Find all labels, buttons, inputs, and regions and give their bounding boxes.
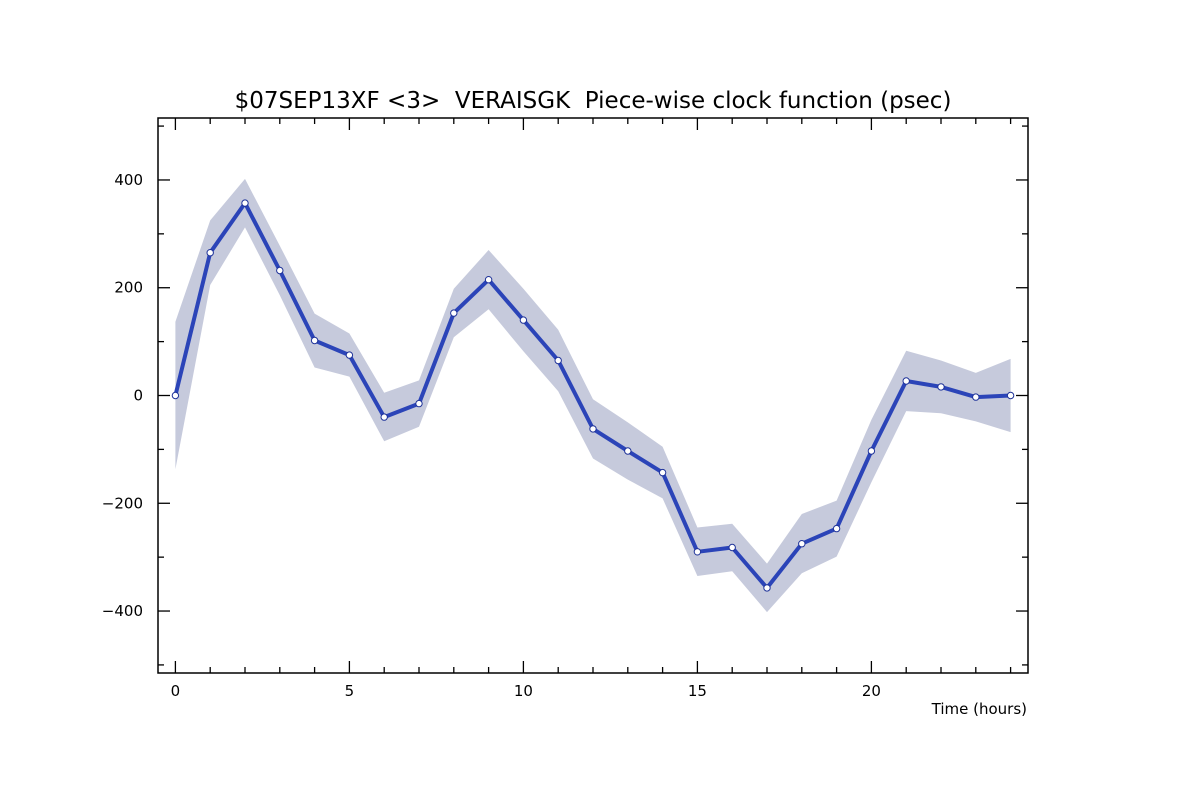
data-point <box>867 447 876 455</box>
x-tick-label: 0 <box>171 682 181 700</box>
data-point <box>972 393 980 401</box>
data-point <box>1006 391 1015 400</box>
x-tick-label: 10 <box>514 682 533 700</box>
axis-ticks <box>158 118 1028 673</box>
data-point <box>345 351 354 359</box>
x-tick-label: 20 <box>862 682 881 700</box>
data-point <box>763 584 771 592</box>
data-point <box>624 447 632 455</box>
y-tick-label: −400 <box>102 602 143 620</box>
x-tick-label: 15 <box>688 682 707 700</box>
uncertainty-band <box>175 178 1011 613</box>
data-point <box>484 276 493 284</box>
data-point <box>206 249 214 257</box>
y-tick-label: 0 <box>133 387 143 405</box>
data-point <box>241 199 249 207</box>
x-tick-labels: 0 5 10 15 20 <box>171 682 881 700</box>
data-point <box>276 266 284 275</box>
data-point <box>310 336 319 345</box>
data-point <box>798 540 806 548</box>
y-tick-label: 400 <box>114 171 143 189</box>
data-point <box>937 383 945 391</box>
uncertainty-band-layer <box>175 178 1011 613</box>
data-point <box>415 399 423 408</box>
data-point <box>658 468 667 477</box>
x-axis-label: Time (hours) <box>931 700 1027 718</box>
data-point <box>832 524 841 533</box>
x-tick-label: 5 <box>345 682 355 700</box>
data-point <box>450 309 458 317</box>
data-point <box>519 316 528 324</box>
data-point <box>554 356 562 365</box>
y-tick-label: 200 <box>114 279 143 297</box>
data-point <box>171 391 180 400</box>
data-point <box>693 548 702 556</box>
y-tick-labels: −400 −200 0 200 400 <box>102 171 143 620</box>
data-point <box>380 413 388 421</box>
data-point <box>589 425 597 433</box>
chart-title: $07SEP13XF <3> VERAISGK Piece-wise clock… <box>235 88 952 114</box>
data-point-layer <box>171 199 1015 592</box>
data-point <box>902 377 910 385</box>
data-point <box>728 543 736 552</box>
y-tick-label: −200 <box>102 494 143 512</box>
